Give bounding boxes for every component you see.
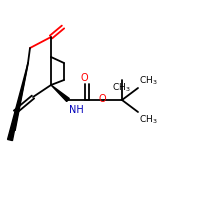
Text: CH$_3$: CH$_3$ (139, 113, 158, 126)
Text: O: O (98, 94, 106, 104)
Text: NH: NH (69, 105, 84, 115)
Polygon shape (8, 63, 28, 141)
Polygon shape (51, 85, 69, 101)
Text: O: O (80, 73, 88, 83)
Text: CH$_3$: CH$_3$ (139, 74, 158, 87)
Text: CH$_3$: CH$_3$ (112, 81, 130, 94)
